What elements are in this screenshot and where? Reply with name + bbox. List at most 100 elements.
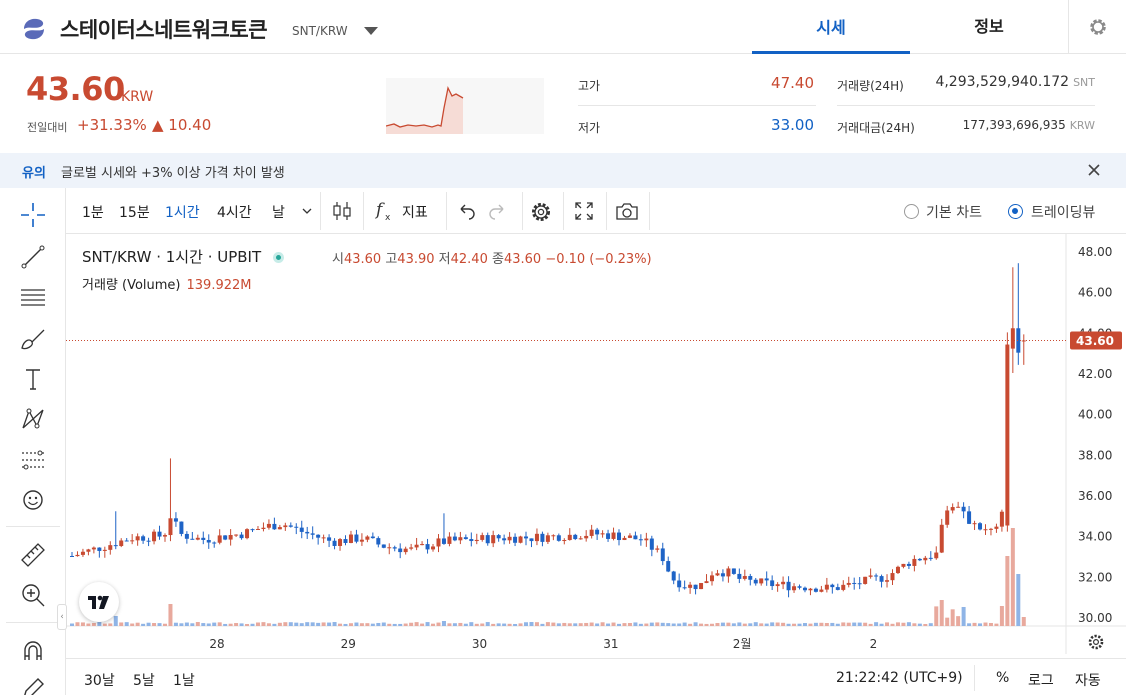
percent-scale-toggle[interactable]: % xyxy=(996,670,1010,686)
range-30d[interactable]: 30날 xyxy=(84,673,115,689)
chart-toolbar: 1분 15분 1시간 4시간 날 f x 지표 xyxy=(66,188,1126,234)
volume-bar xyxy=(1010,528,1015,626)
chevron-down-icon[interactable] xyxy=(302,207,312,215)
interval-4h[interactable]: 4시간 xyxy=(217,205,252,221)
candle-body xyxy=(431,546,436,550)
tradingview-icon xyxy=(88,595,109,609)
candle-body xyxy=(688,584,693,588)
candle-body xyxy=(578,538,583,540)
tab-quote[interactable]: 시세 xyxy=(752,0,910,54)
chevron-down-icon[interactable] xyxy=(364,27,378,35)
candle-body xyxy=(321,537,326,539)
redo-icon[interactable] xyxy=(488,201,508,221)
volume-bar xyxy=(972,622,977,626)
price-chart[interactable]: 48.0046.0044.0042.0040.0038.0036.0034.00… xyxy=(66,234,1126,654)
fullscreen-icon[interactable] xyxy=(573,200,595,222)
zoom-in-icon[interactable] xyxy=(18,580,48,610)
trend-line-icon[interactable] xyxy=(18,242,48,272)
candle-body xyxy=(409,547,414,549)
candle-body xyxy=(299,527,304,532)
smiley-icon[interactable] xyxy=(18,485,48,515)
candle-body xyxy=(945,510,950,525)
candle-body xyxy=(792,586,797,591)
candle-type-icon[interactable] xyxy=(331,199,353,223)
candle-body xyxy=(950,507,955,511)
candle-body xyxy=(562,540,567,542)
coin-pair[interactable]: SNT/KRW xyxy=(292,24,348,38)
candle-body xyxy=(452,536,457,541)
divider xyxy=(6,622,60,623)
chart-bottom-bar: 30날 5날 1날 21:22:42 (UTC+9) % 로그 자동 xyxy=(66,658,1126,695)
collapse-toolbar-button[interactable]: ‹ xyxy=(57,604,67,630)
price-currency: KRW xyxy=(121,89,154,105)
chart-settings-icon[interactable] xyxy=(529,200,553,224)
volume-bar xyxy=(999,606,1004,626)
forecast-icon[interactable] xyxy=(18,445,48,475)
volume-bar xyxy=(923,623,928,626)
volume-bar xyxy=(666,623,671,626)
volume-bar xyxy=(753,622,758,626)
volume-bar xyxy=(184,622,189,626)
interval-1m[interactable]: 1분 xyxy=(82,205,104,221)
candle-body xyxy=(75,554,80,557)
basic-chart-radio[interactable] xyxy=(904,204,919,219)
trade-value: 177,393,696,935 KRW xyxy=(962,118,1095,132)
auto-scale-toggle[interactable]: 자동 xyxy=(1075,673,1101,689)
volume-bar xyxy=(885,622,890,626)
basic-chart-label[interactable]: 기본 차트 xyxy=(926,205,982,221)
volume-bar xyxy=(70,623,74,626)
axis-settings-icon[interactable] xyxy=(1088,634,1104,650)
volume-bar xyxy=(720,622,725,626)
volume-bar xyxy=(234,623,239,626)
volume-bar xyxy=(846,622,851,626)
volume-bar xyxy=(693,622,698,626)
settings-button[interactable] xyxy=(1068,0,1126,54)
tradingview-logo[interactable] xyxy=(79,582,119,622)
crosshair-icon[interactable] xyxy=(18,200,48,230)
indicators-button[interactable]: 지표 xyxy=(402,205,428,221)
volume-bar xyxy=(212,622,217,626)
close-icon[interactable] xyxy=(1086,162,1102,178)
range-1d[interactable]: 1날 xyxy=(173,673,195,689)
candle-body xyxy=(173,518,178,522)
divider xyxy=(363,192,364,230)
candle-body xyxy=(748,576,753,580)
volume-bar xyxy=(770,622,775,626)
range-5d[interactable]: 5날 xyxy=(133,673,155,689)
divider xyxy=(578,105,816,106)
tradingview-label[interactable]: 트레이딩뷰 xyxy=(1031,205,1096,221)
candle-body xyxy=(332,540,337,546)
volume-bar xyxy=(130,623,135,626)
brush-icon[interactable] xyxy=(18,324,48,354)
fib-lines-icon[interactable] xyxy=(18,283,48,313)
candle-body xyxy=(485,535,490,544)
camera-icon[interactable] xyxy=(615,200,639,222)
pencil-icon[interactable] xyxy=(18,674,48,695)
volume-bar xyxy=(250,623,255,626)
time-tick-label: 2월 xyxy=(733,637,752,651)
volume-bar xyxy=(135,622,140,626)
ruler-icon[interactable] xyxy=(18,540,48,570)
candle-body xyxy=(655,548,660,550)
interval-15m[interactable]: 15분 xyxy=(119,205,150,221)
function-icon[interactable]: f x xyxy=(374,200,394,222)
candle-body xyxy=(518,536,523,543)
candle-body xyxy=(677,580,682,588)
tab-info[interactable]: 정보 xyxy=(974,17,1004,36)
undo-icon[interactable] xyxy=(456,201,476,221)
interval-day[interactable]: 날 xyxy=(272,205,285,221)
candle-body xyxy=(376,538,381,545)
volume-bar xyxy=(398,623,403,626)
time-tick-label: 29 xyxy=(341,637,356,651)
text-tool-icon[interactable] xyxy=(18,364,48,394)
log-scale-toggle[interactable]: 로그 xyxy=(1028,673,1054,689)
tradingview-radio[interactable] xyxy=(1008,204,1023,219)
interval-1h[interactable]: 1시간 xyxy=(165,205,200,221)
coin-logo-icon xyxy=(19,14,49,44)
pattern-icon[interactable] xyxy=(18,404,48,434)
candle-body xyxy=(622,537,627,541)
magnet-icon[interactable] xyxy=(18,636,48,666)
candle-body xyxy=(195,537,200,540)
coin-name[interactable]: 스테이터스네트워크토큰 xyxy=(60,18,268,42)
volume-bar xyxy=(239,623,244,626)
